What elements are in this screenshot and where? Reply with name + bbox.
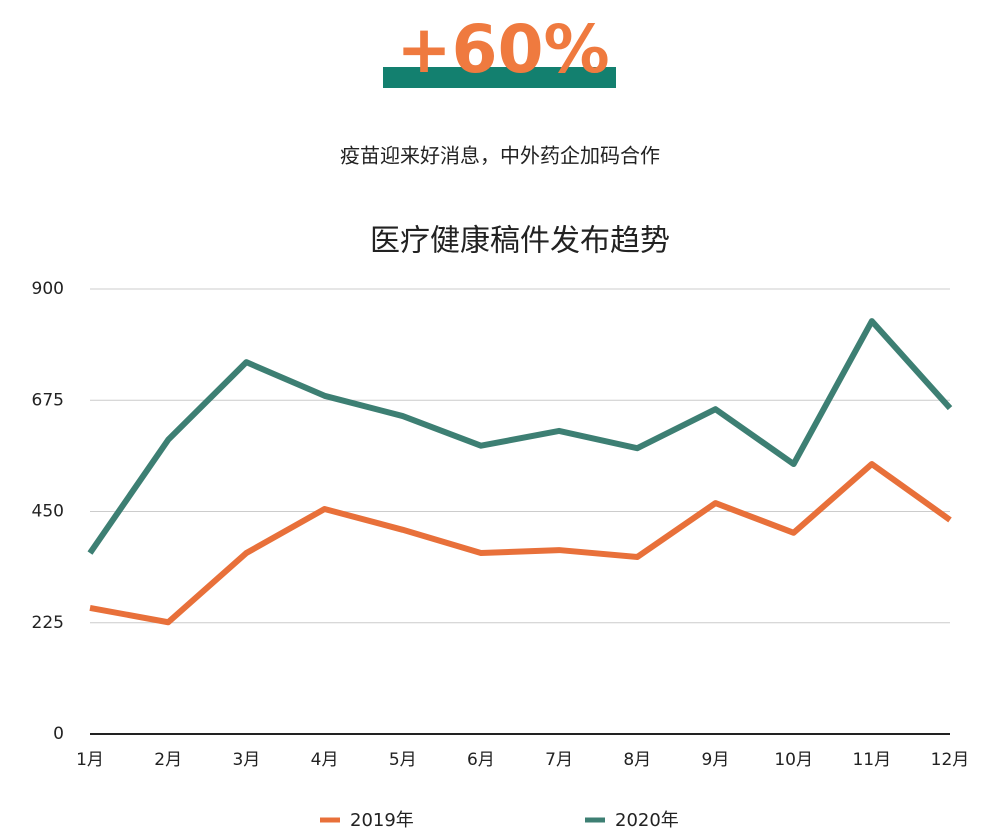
x-tick-label: 7月 [545,750,573,770]
y-tick-label: 450 [32,502,64,522]
chart-title: 医疗健康稿件发布趋势 [370,224,670,259]
x-tick-label: 2月 [154,750,182,770]
x-tick-label: 11月 [852,750,891,770]
x-tick-label: 3月 [232,750,260,770]
x-tick-label: 8月 [623,750,651,770]
legend-label: 2019年 [350,810,414,831]
subtitle: 疫苗迎来好消息，中外药企加码合作 [340,144,660,168]
series-line [87,318,953,555]
y-tick-label: 900 [32,279,64,299]
y-tick-label: 0 [53,724,64,744]
y-tick-label: 675 [32,390,64,410]
y-tick-label: 225 [32,613,64,633]
x-tick-label: 6月 [467,750,495,770]
x-tick-label: 10月 [774,750,813,770]
x-tick-label: 9月 [702,750,730,770]
headline: +60% [396,11,609,88]
headline-bar [383,67,616,88]
x-tick-label: 12月 [931,750,970,770]
series-line [89,461,952,626]
x-tick-label: 5月 [389,750,417,770]
legend-label: 2020年 [615,810,679,831]
x-tick-label: 4月 [311,750,339,770]
x-tick-label: 1月 [76,750,104,770]
